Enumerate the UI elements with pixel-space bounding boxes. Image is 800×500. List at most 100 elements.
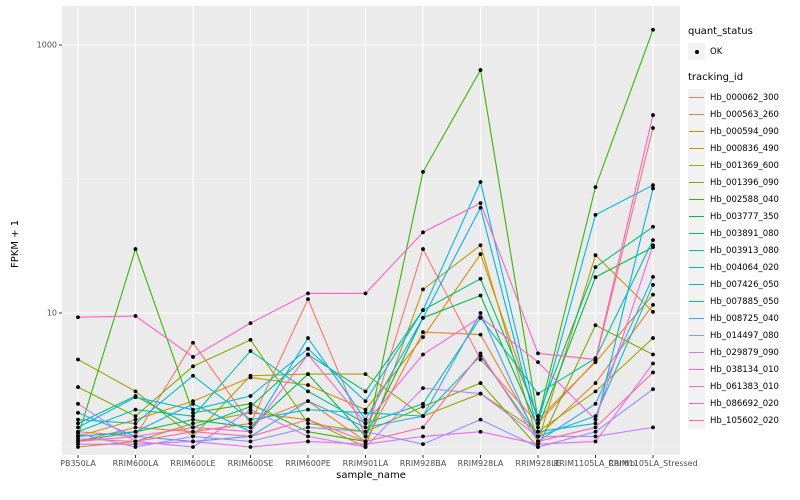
data-point (593, 323, 598, 328)
data-point (651, 292, 655, 297)
data-point (191, 401, 195, 406)
data-point (421, 247, 425, 251)
data-point (536, 351, 540, 356)
data-point (593, 360, 598, 365)
data-point (421, 330, 425, 335)
data-point (478, 68, 483, 72)
x-tick-label: RRIM600SE (227, 459, 274, 468)
data-point (536, 421, 540, 426)
data-point (593, 421, 598, 426)
data-point (133, 314, 138, 318)
data-point (191, 414, 195, 419)
legend-item: Hb_038134_010 (688, 361, 800, 378)
data-point (306, 434, 310, 439)
legend-title-quant-status: quant_status (688, 26, 753, 37)
data-point (651, 183, 655, 188)
data-point (593, 253, 598, 258)
data-point (76, 357, 80, 362)
x-tick-label: RRIM600PE (285, 459, 331, 468)
y-tick-label: 10 (46, 308, 57, 318)
x-tick-label: RRIM928LA (457, 459, 504, 468)
data-point (651, 361, 655, 366)
x-tick-label: RRIM928BA (399, 459, 447, 468)
data-point (191, 425, 195, 430)
legend-key-box (688, 378, 705, 395)
legend-item: Hb_029879_090 (688, 344, 800, 361)
data-point (133, 417, 138, 422)
data-point (593, 212, 598, 217)
data-point (593, 381, 598, 385)
data-point (478, 381, 483, 385)
data-point (306, 417, 310, 422)
legend-key-box (688, 310, 705, 327)
point-icon (694, 49, 699, 54)
legend-key-box (688, 412, 705, 429)
legend-item: Hb_000836_490 (688, 140, 800, 157)
data-point (363, 421, 368, 426)
legend-item: Hb_004064_020 (688, 259, 800, 276)
x-tick-label: RRIM928LE (515, 459, 561, 468)
data-point (191, 445, 195, 449)
data-point (421, 352, 425, 357)
legend-item: Hb_105602_020 (688, 412, 800, 429)
line-swatch-icon (689, 386, 704, 387)
data-point (421, 287, 425, 292)
data-point (421, 230, 425, 235)
data-point (421, 442, 425, 447)
legend-item-label: Hb_003891_080 (710, 228, 779, 239)
legend-item-label: Hb_001396_090 (710, 177, 779, 188)
legend-item-label: Hb_000563_260 (710, 109, 779, 120)
data-point (248, 417, 253, 422)
legend-item: Hb_000594_090 (688, 123, 800, 140)
data-point (133, 389, 138, 394)
data-point (191, 407, 195, 412)
data-point (248, 337, 253, 342)
legend-item-label: Hb_038134_010 (710, 364, 779, 375)
data-point (478, 201, 483, 206)
data-point (478, 332, 483, 337)
legend-key-box (688, 327, 705, 344)
x-tick-label: RRIM600LA (112, 459, 159, 468)
legend-item-label: Hb_004064_020 (710, 262, 779, 273)
legend-item-label: Hb_086692_020 (710, 398, 779, 409)
legend-item-label: Hb_061383_010 (710, 381, 779, 392)
data-point (248, 373, 253, 378)
data-point (478, 205, 483, 210)
legend-item-label: Hb_007426_050 (710, 279, 779, 290)
line-swatch-icon (689, 131, 704, 132)
legend-item: Hb_001396_090 (688, 174, 800, 191)
data-point (248, 349, 253, 353)
line-swatch-icon (689, 335, 704, 336)
data-point (306, 425, 310, 430)
data-point (363, 442, 368, 447)
line-swatch-icon (689, 420, 704, 421)
data-point (191, 429, 195, 434)
data-point (593, 275, 598, 280)
data-point (651, 352, 655, 357)
data-point (478, 180, 483, 184)
data-point (651, 27, 655, 32)
legend-item: Hb_061383_010 (688, 378, 800, 395)
data-point (306, 421, 310, 426)
data-point (133, 425, 138, 430)
legend-spacer (688, 60, 800, 72)
data-point (191, 355, 195, 359)
data-point (76, 442, 80, 447)
legend-key-box (688, 208, 705, 225)
data-point (536, 429, 540, 434)
legend-tracking-entries: Hb_000062_300 Hb_000563_260 Hb_000594_090 H… (688, 89, 800, 429)
data-point (478, 293, 483, 298)
data-point (133, 434, 138, 439)
data-point (536, 414, 540, 419)
data-point (191, 364, 195, 369)
line-swatch-icon (689, 318, 704, 319)
plot-panel (62, 6, 680, 455)
legend-item-label: Hb_105602_020 (710, 415, 779, 426)
data-point (191, 439, 195, 444)
data-point (421, 434, 425, 439)
data-point (421, 315, 425, 320)
data-point (191, 421, 195, 426)
line-swatch-icon (689, 148, 704, 149)
data-point (306, 429, 310, 434)
legend-title-tracking-id: tracking_id (688, 72, 744, 83)
